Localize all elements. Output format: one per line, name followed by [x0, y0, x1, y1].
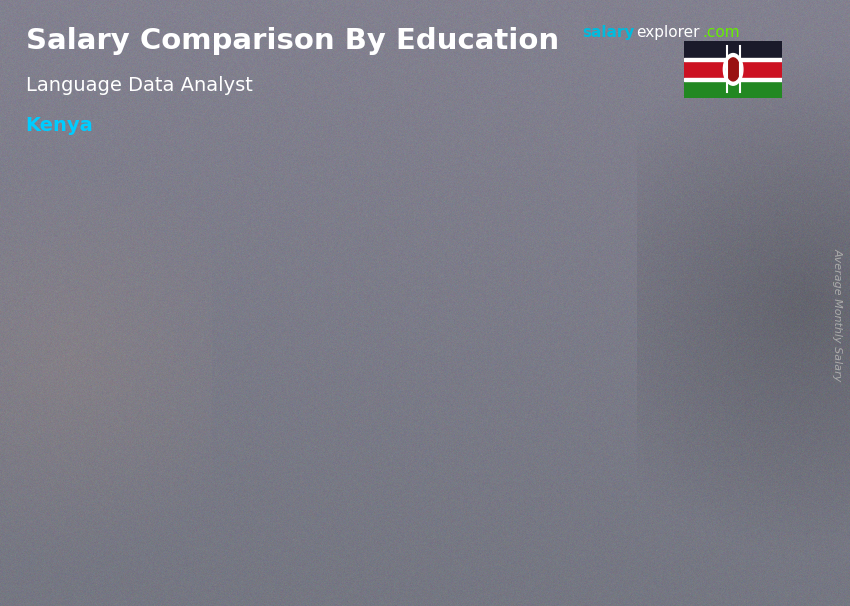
Text: Average Monthly Salary: Average Monthly Salary — [832, 248, 842, 382]
Text: .com: .com — [702, 25, 740, 41]
Text: Language Data Analyst: Language Data Analyst — [26, 76, 252, 95]
Text: explorer: explorer — [636, 25, 700, 41]
Polygon shape — [216, 342, 235, 503]
Ellipse shape — [723, 53, 743, 85]
Bar — [684, 58, 782, 61]
Text: 192,000 KES: 192,000 KES — [564, 160, 652, 174]
Text: +42%: +42% — [429, 138, 505, 162]
Bar — [684, 59, 782, 79]
Ellipse shape — [727, 58, 740, 81]
Polygon shape — [558, 181, 657, 199]
Text: Kenya: Kenya — [26, 116, 94, 135]
Text: +52%: +52% — [218, 228, 294, 252]
Polygon shape — [638, 181, 657, 503]
Polygon shape — [135, 362, 216, 503]
Polygon shape — [347, 269, 446, 288]
Bar — [684, 79, 782, 98]
Bar — [684, 41, 782, 59]
Polygon shape — [347, 288, 427, 503]
Text: salary: salary — [582, 25, 635, 41]
Polygon shape — [135, 342, 235, 362]
Text: 136,000 KES: 136,000 KES — [353, 248, 440, 262]
Text: 89,400 KES: 89,400 KES — [145, 322, 224, 336]
Bar — [684, 78, 782, 81]
Polygon shape — [558, 199, 638, 503]
Text: Salary Comparison By Education: Salary Comparison By Education — [26, 27, 558, 55]
Polygon shape — [427, 269, 446, 503]
